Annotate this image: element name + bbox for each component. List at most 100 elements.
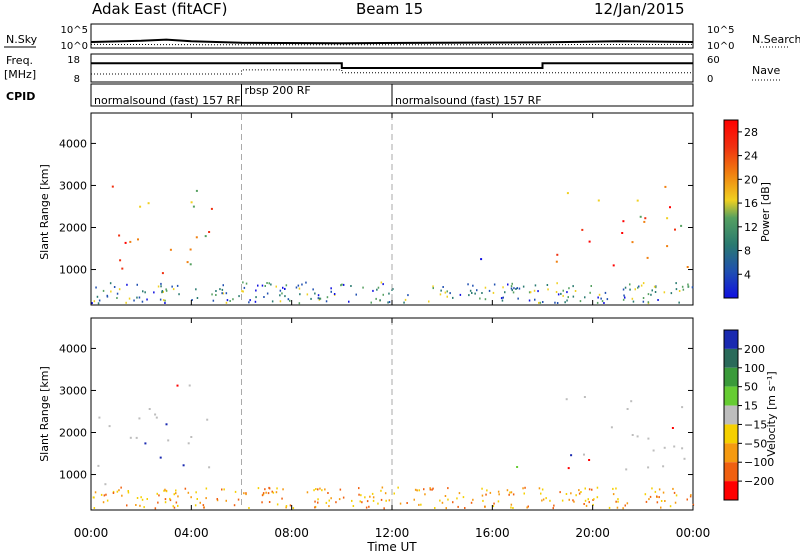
- scatter-point: [616, 506, 619, 509]
- scatter-point: [175, 489, 177, 492]
- scatter-point: [592, 503, 594, 506]
- scatter-point: [596, 496, 599, 499]
- x-axis-ticks: 00:00 04:00 08:00 12:00 16:00 20:00 00:00: [74, 113, 710, 540]
- scatter-point: [221, 292, 223, 295]
- scatter-point: [342, 496, 345, 499]
- scatter-point: [559, 491, 561, 494]
- scatter-point: [379, 299, 381, 302]
- scatter-point: [169, 248, 172, 251]
- scatter-point: [393, 492, 395, 495]
- scatter-point: [125, 301, 127, 304]
- scatter-point: [583, 503, 585, 505]
- scatter-point: [146, 298, 148, 301]
- scatter-point: [165, 423, 168, 426]
- scatter-point: [285, 505, 288, 507]
- scatter-point: [195, 236, 198, 239]
- power-colorbar-label: Power [dB]: [759, 182, 772, 242]
- scatter-point: [589, 291, 591, 294]
- scatter-point: [429, 487, 431, 490]
- scatter-point: [205, 497, 207, 500]
- scatter-point: [153, 291, 155, 294]
- scatter-point: [555, 260, 558, 263]
- scatter-point: [285, 506, 287, 509]
- scatter-point: [137, 238, 139, 241]
- scatter-point: [584, 487, 586, 490]
- scatter-point: [444, 291, 447, 294]
- scatter-point: [512, 291, 515, 294]
- scatter-point: [279, 289, 282, 292]
- scatter-point: [672, 487, 674, 490]
- scatter-point: [360, 494, 362, 497]
- scatter-point: [428, 300, 430, 303]
- scatter-point: [97, 464, 100, 467]
- scatter-point: [486, 489, 488, 492]
- velocity-colorbar-tick-label: 15: [744, 400, 758, 413]
- power-y-tick-label: 2000: [59, 221, 87, 234]
- x-axis-label: Time UT: [366, 540, 417, 554]
- scatter-point: [497, 490, 500, 493]
- scatter-point: [596, 486, 599, 489]
- scatter-point: [604, 291, 607, 294]
- scatter-point: [681, 406, 684, 409]
- scatter-point: [686, 266, 689, 268]
- scatter-point: [656, 501, 659, 504]
- scatter-point: [406, 502, 408, 504]
- scatter-point: [176, 284, 179, 287]
- scatter-point: [662, 465, 665, 468]
- scatter-point: [116, 490, 119, 493]
- scatter-point: [314, 500, 316, 503]
- scatter-point: [647, 437, 650, 440]
- scatter-point: [348, 300, 350, 303]
- scatter-point: [434, 507, 436, 509]
- noise-tick-right-bottom: 10^0: [707, 41, 734, 52]
- scatter-point: [221, 288, 224, 291]
- scatter-point: [592, 499, 594, 501]
- scatter-point: [359, 500, 361, 503]
- scatter-point: [225, 292, 228, 295]
- scatter-point: [516, 466, 519, 468]
- scatter-point: [249, 299, 251, 302]
- scatter-point: [177, 495, 179, 498]
- scatter-point: [160, 282, 162, 285]
- scatter-point: [208, 466, 211, 469]
- scatter-point: [572, 285, 574, 288]
- scatter-point: [501, 299, 504, 302]
- scatter-point: [272, 491, 275, 494]
- scatter-point: [480, 258, 483, 261]
- velocity-colorbar-label: Velocity [m s⁻¹]: [765, 371, 778, 456]
- power-colorbar-tick-label: 4: [744, 268, 751, 281]
- scatter-point: [554, 301, 556, 304]
- scatter-point: [593, 498, 595, 501]
- scatter-point: [656, 495, 658, 498]
- scatter-point: [105, 493, 107, 496]
- scatter-point: [289, 504, 292, 507]
- scatter-point: [691, 286, 694, 289]
- scatter-point: [570, 454, 573, 457]
- scatter-point: [133, 299, 135, 302]
- scatter-point: [312, 288, 314, 291]
- scatter-point: [452, 501, 454, 504]
- scatter-point: [382, 283, 384, 286]
- scatter-point: [355, 293, 357, 296]
- scatter-point: [476, 289, 478, 292]
- scatter-point: [479, 297, 481, 300]
- scatter-point: [172, 288, 175, 291]
- scatter-point: [127, 490, 129, 492]
- scatter-point: [203, 506, 205, 509]
- scatter-point: [566, 299, 568, 302]
- scatter-point: [317, 488, 319, 491]
- scatter-point: [164, 299, 166, 302]
- scatter-point: [481, 494, 484, 497]
- scatter-point: [664, 500, 666, 502]
- velocity-y-tick-label: 1000: [59, 469, 87, 482]
- scatter-point: [512, 507, 514, 509]
- scatter-point: [526, 506, 528, 509]
- scatter-point: [164, 302, 166, 304]
- scatter-point: [306, 293, 309, 296]
- scatter-point: [321, 489, 323, 492]
- scatter-point: [376, 288, 378, 291]
- scatter-point: [509, 491, 511, 494]
- scatter-point: [441, 501, 444, 504]
- scatter-point: [510, 287, 513, 290]
- scatter-point: [674, 501, 677, 504]
